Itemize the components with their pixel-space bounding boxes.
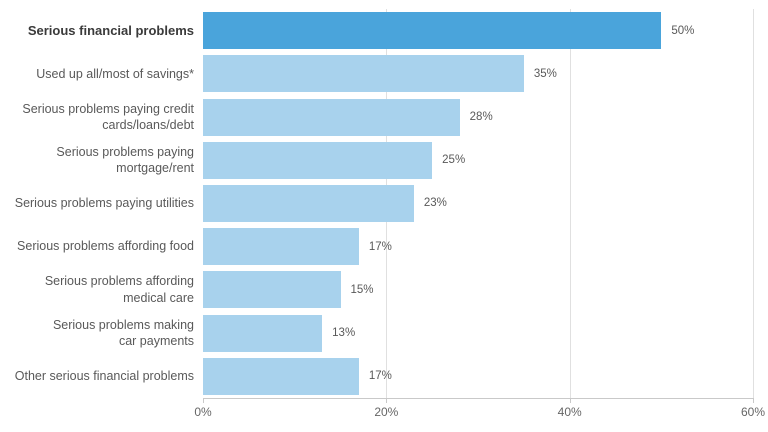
- bar: [203, 271, 341, 309]
- category-label: Serious problems paying utilities: [14, 196, 194, 211]
- bar-track: 50%: [203, 12, 753, 50]
- value-label: 17%: [368, 370, 392, 383]
- value-label: 15%: [350, 283, 374, 296]
- category-label: Used up all/most of savings*: [36, 66, 194, 81]
- x-axis-tick-label: 20%: [374, 405, 399, 419]
- chart-row: Serious problems paying credit cards/loa…: [0, 95, 753, 138]
- bar-track: 35%: [203, 55, 753, 93]
- x-axis-tick: [569, 398, 571, 403]
- gridline: [753, 9, 754, 398]
- category-label: Serious financial problems: [27, 23, 194, 39]
- value-label: 28%: [469, 111, 493, 124]
- chart-row: Serious problems paying mortgage/rent 25%: [0, 139, 753, 182]
- chart-row: Used up all/most of savings* 35%: [0, 52, 753, 95]
- value-label: 23%: [423, 197, 447, 210]
- bar-track: 23%: [203, 184, 753, 222]
- category-label: Other serious financial problems: [14, 369, 194, 384]
- bar-track: 17%: [203, 357, 753, 395]
- gridline: [569, 9, 571, 398]
- bar-track: 25%: [203, 141, 753, 179]
- x-axis-tick-label: 0%: [194, 405, 212, 419]
- chart-row: Serious problems affording food 17%: [0, 225, 753, 268]
- bar: [203, 55, 524, 93]
- category-label: Serious problems affording food: [17, 239, 194, 254]
- bar-track: 15%: [203, 271, 753, 309]
- bar: [203, 184, 414, 222]
- x-axis-tick-label: 40%: [557, 405, 582, 419]
- value-label: 50%: [671, 24, 695, 37]
- bar-track: 28%: [203, 98, 753, 136]
- category-label: Serious problems affording medical care: [44, 274, 194, 305]
- x-axis-tick: [203, 398, 204, 403]
- chart-row: Other serious financial problems 17%: [0, 355, 753, 398]
- bar: [203, 228, 359, 266]
- bar: [203, 12, 662, 50]
- chart-row: Serious financial problems 50%: [0, 9, 753, 52]
- chart-row: Serious problems making car payments 13%: [0, 312, 753, 355]
- bar-track: 13%: [203, 314, 753, 352]
- chart-row: Serious problems affording medical care 1…: [0, 268, 753, 311]
- x-axis-tick-label: 60%: [740, 405, 766, 419]
- category-label: Serious problems making car payments: [52, 317, 194, 349]
- value-label: 17%: [368, 240, 392, 253]
- category-label: Serious problems paying credit cards/loa…: [22, 101, 194, 133]
- bar: [203, 314, 323, 352]
- bar: [203, 357, 359, 395]
- value-label: 13%: [332, 327, 356, 340]
- bar-track: 17%: [203, 228, 753, 266]
- bar: [203, 98, 460, 136]
- value-label: 25%: [442, 154, 466, 167]
- value-label: 35%: [533, 67, 557, 80]
- chart-row: Serious problems paying utilities 23%: [0, 182, 753, 225]
- bar: [203, 141, 433, 179]
- x-axis-tick: [386, 398, 388, 403]
- x-axis-tick: [753, 398, 754, 403]
- category-label: Serious problems paying mortgage/rent: [56, 144, 194, 176]
- chart-rows: Serious financial problems 50% Used up all…: [0, 9, 753, 398]
